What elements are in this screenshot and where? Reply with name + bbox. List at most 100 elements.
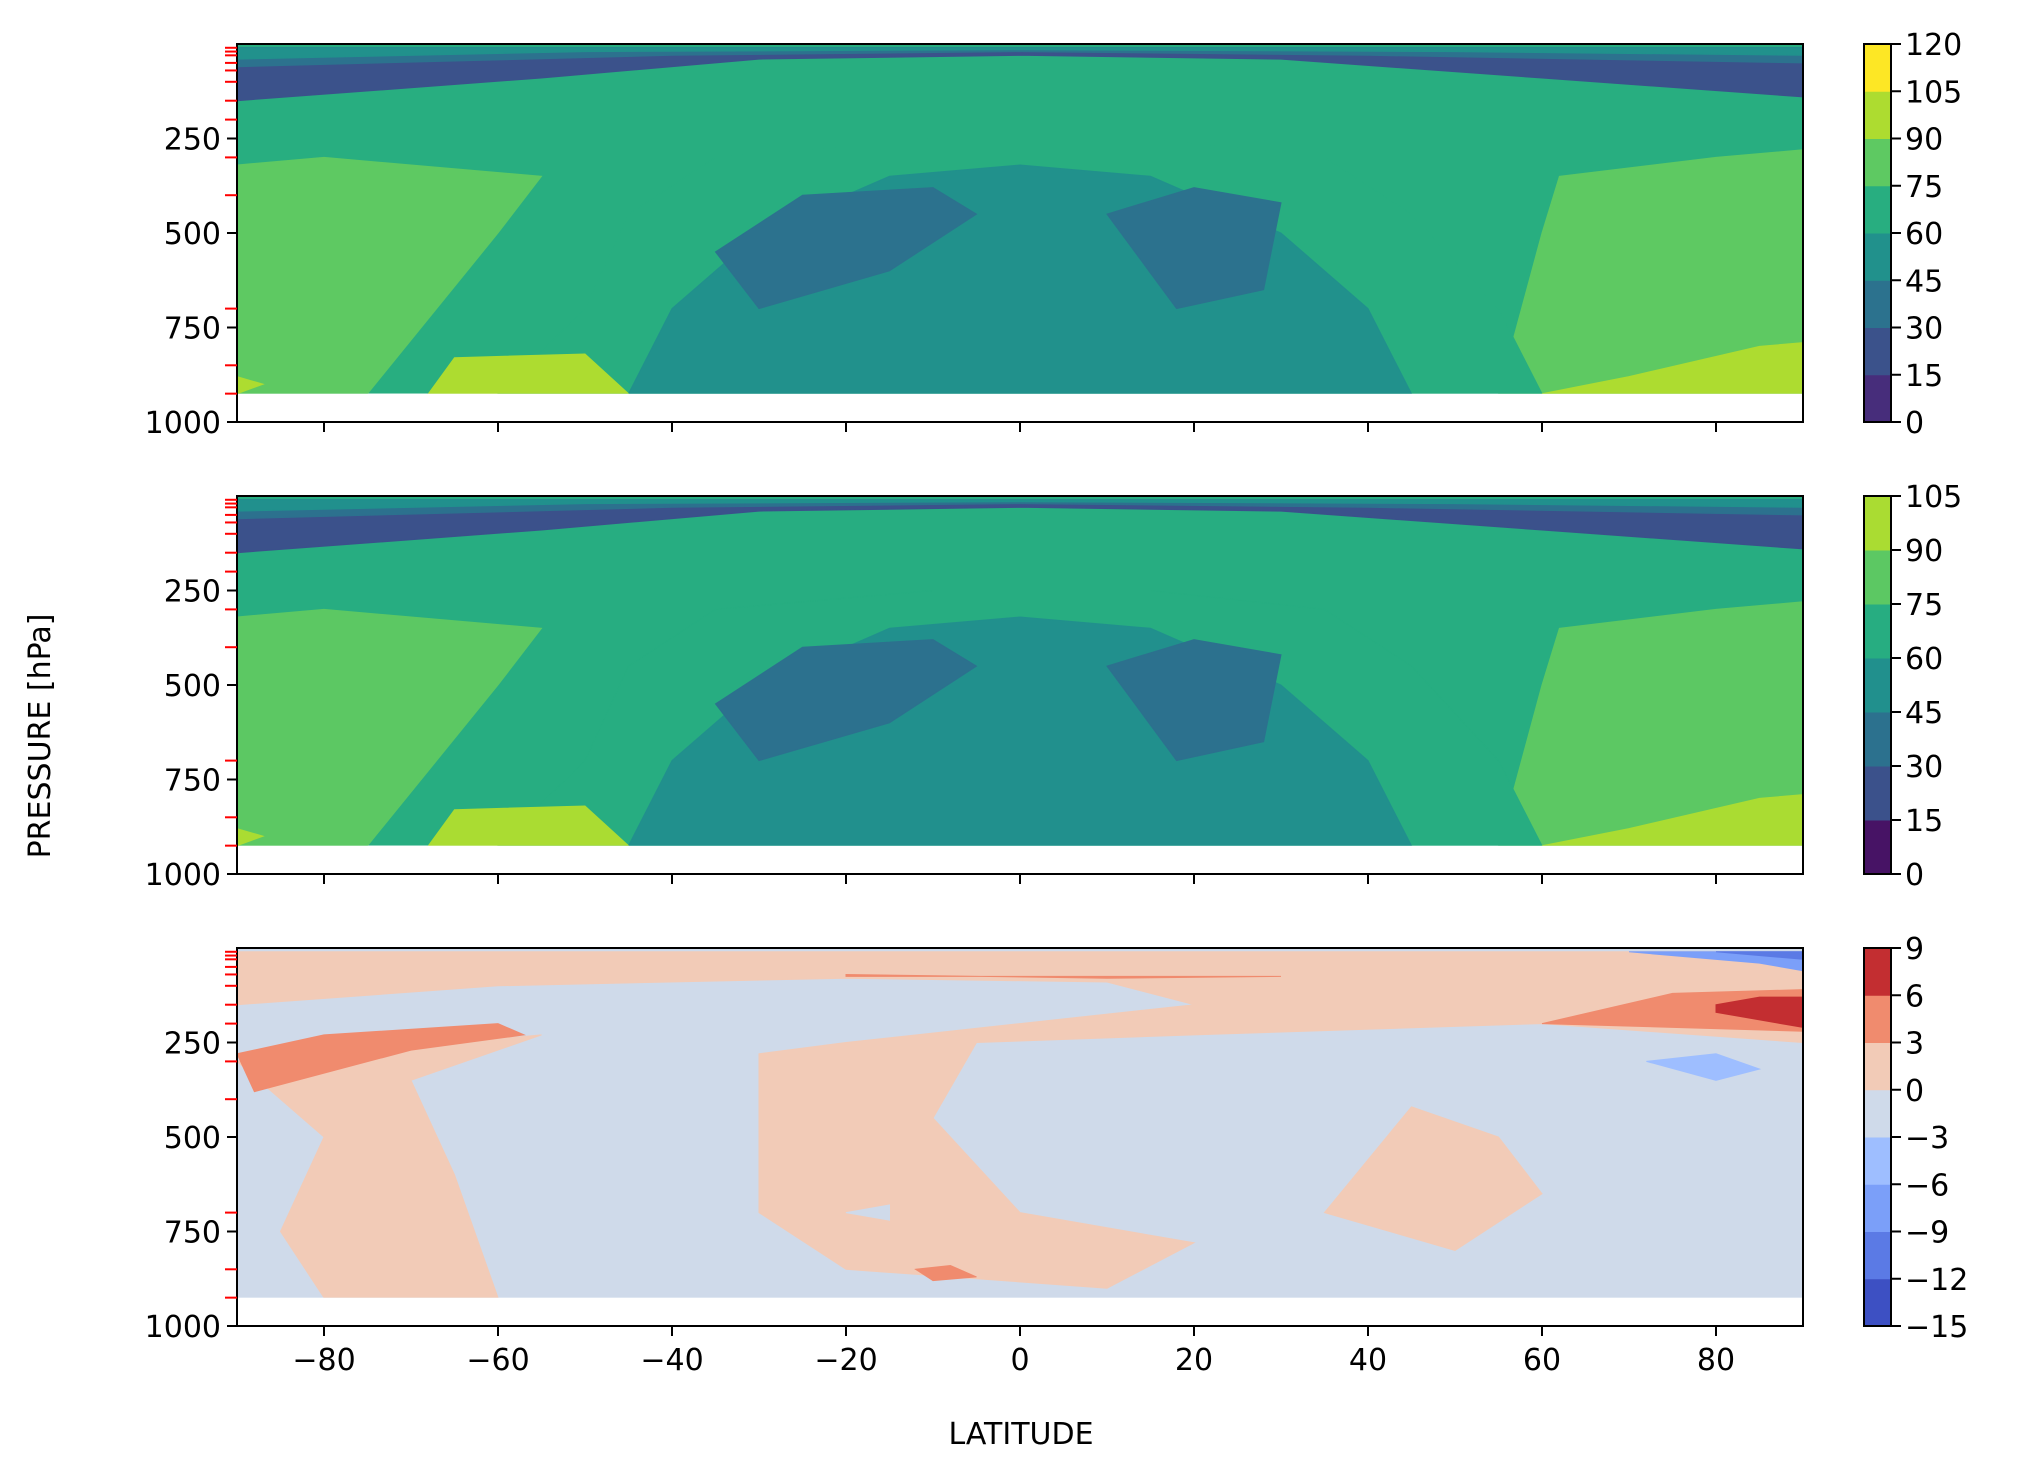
- colorbar-segment-3: [1864, 712, 1891, 767]
- contour-region-12: [237, 828, 265, 846]
- y-tick-label-4: 1000: [145, 406, 221, 441]
- y-tick-label-4: 1000: [145, 1310, 221, 1345]
- colorbar-segment-4: [1864, 658, 1891, 713]
- contour-region-10: [427, 353, 630, 394]
- colorbar-tick-label-2: −12: [1905, 1263, 1968, 1298]
- panel-1: 250 500 750 1000 0 15 30 45 60 75 90 105 120: [145, 28, 1963, 441]
- y-tick-label-1: 250: [164, 123, 221, 158]
- contour-region-5: [1497, 149, 1803, 394]
- colorbar-segment-2: [1864, 1231, 1891, 1280]
- y-tick-label-1: 250: [164, 1027, 221, 1062]
- contour-region-10: [427, 805, 630, 846]
- y-tick-label-3: 750: [164, 312, 221, 347]
- colorbar-segment-1: [1864, 1278, 1891, 1327]
- colorbar-tick-label-5: 60: [1905, 642, 1943, 677]
- colorbar-tick-label-1: 0: [1905, 406, 1924, 441]
- x-tick-label-5: 0: [1010, 1343, 1029, 1378]
- contour-field: [237, 44, 1803, 394]
- colorbar: 0 15 30 45 60 75 90 105 120: [1863, 28, 1962, 441]
- colorbar-segment-7: [1864, 995, 1891, 1043]
- contour-region-6: [845, 973, 1282, 979]
- y-tick-label-1: 250: [164, 575, 221, 610]
- x-tick-label-9: 80: [1697, 1343, 1735, 1378]
- colorbar-segment-2: [1864, 766, 1891, 821]
- contour-region-13: [845, 1204, 890, 1221]
- y-tick-label-4: 1000: [145, 858, 221, 893]
- colorbar-tick-label-8: 6: [1905, 979, 1924, 1014]
- contour-region-4: [1323, 1106, 1543, 1251]
- colorbar-tick-label-8: 105: [1905, 480, 1962, 515]
- colorbar-tick-label-5: −3: [1905, 1121, 1949, 1156]
- contour-region-9: [1106, 187, 1282, 310]
- colorbar-tick-label-2: 15: [1905, 359, 1943, 394]
- colorbar-segment-8: [1864, 44, 1891, 92]
- x-tick-label-7: 40: [1349, 1343, 1387, 1378]
- y-tick-label-2: 500: [164, 669, 221, 704]
- colorbar-segment-5: [1864, 185, 1891, 234]
- colorbar-tick-label-6: 75: [1905, 588, 1943, 623]
- x-tick-label-1: −80: [292, 1343, 355, 1378]
- colorbar-tick-label-4: 45: [1905, 696, 1943, 731]
- colorbar-segment-6: [1864, 550, 1891, 605]
- colorbar-segment-7: [1864, 496, 1891, 551]
- colorbar-segment-6: [1864, 138, 1891, 187]
- y-tick-label-2: 500: [164, 1121, 221, 1156]
- colorbar-segment-7: [1864, 91, 1891, 139]
- colorbar-segment-5: [1864, 604, 1891, 659]
- x-tick-label-2: −60: [466, 1343, 529, 1378]
- contour-region-12: [914, 1264, 977, 1282]
- contour-field: [237, 496, 1803, 846]
- x-tick-label-8: 60: [1523, 1343, 1561, 1378]
- colorbar-segment-8: [1864, 948, 1891, 996]
- contour-region-3: [237, 499, 1803, 512]
- contour-region-12: [237, 376, 265, 394]
- colorbar-tick-label-1: −15: [1905, 1310, 1968, 1345]
- panel-2: 250 500 750 1000 0 15 30 45 60 75 90 105: [145, 480, 1963, 893]
- colorbar-frame: [1863, 495, 1892, 875]
- colorbar: 0 15 30 45 60 75 90 105: [1863, 480, 1962, 893]
- colorbar-tick-label-3: 30: [1905, 312, 1943, 347]
- colorbar-segment-4: [1864, 233, 1891, 281]
- colorbar-segment-1: [1864, 820, 1891, 875]
- contour-region-11: [1715, 951, 1803, 960]
- contour-region-11: [1541, 342, 1803, 394]
- colorbar-tick-label-7: 90: [1905, 123, 1943, 158]
- contour-region-8: [714, 187, 978, 310]
- colorbar-tick-label-3: −9: [1905, 1216, 1949, 1251]
- contour-region-9: [1646, 1053, 1762, 1081]
- contour-region-3: [237, 47, 1803, 60]
- colorbar-tick-label-4: −6: [1905, 1168, 1949, 1203]
- colorbar-tick-label-6: 0: [1905, 1074, 1924, 1109]
- contour-region-7: [1541, 989, 1803, 1032]
- colorbar: −15 −12 −9 −6 −3 0 3 6 9: [1863, 932, 1968, 1345]
- contour-region-9: [1106, 639, 1282, 762]
- colorbar-tick-label-6: 75: [1905, 170, 1943, 205]
- contour-region-2: [237, 951, 1803, 1289]
- contour-region-4: [237, 608, 543, 846]
- colorbar-segment-4: [1864, 1137, 1891, 1185]
- contour-region-3: [237, 1034, 542, 1298]
- contour-region-8: [1715, 996, 1803, 1028]
- y-tick-label-2: 500: [164, 217, 221, 252]
- colorbar-segment-2: [1864, 327, 1891, 376]
- contour-region-5: [1497, 601, 1803, 846]
- contour-region-4: [237, 156, 543, 394]
- colorbar-segment-6: [1864, 1042, 1891, 1091]
- colorbar-segment-5: [1864, 1089, 1891, 1138]
- colorbar-tick-label-3: 30: [1905, 750, 1943, 785]
- contour-region-8: [714, 639, 978, 762]
- y-tick-label-3: 750: [164, 1216, 221, 1251]
- y-tick-label-3: 750: [164, 764, 221, 799]
- colorbar-tick-label-9: 9: [1905, 932, 1924, 967]
- colorbar-tick-label-7: 3: [1905, 1027, 1924, 1062]
- colorbar-tick-label-5: 60: [1905, 217, 1943, 252]
- colorbar-tick-label-2: 15: [1905, 804, 1943, 839]
- y-axis-label: PRESSURE [hPa]: [23, 614, 58, 859]
- colorbar-tick-label-7: 90: [1905, 534, 1943, 569]
- x-tick-label-4: −20: [814, 1343, 877, 1378]
- colorbar-segment-3: [1864, 280, 1891, 328]
- colorbar-tick-label-8: 105: [1905, 75, 1962, 110]
- x-tick-label-3: −40: [640, 1343, 703, 1378]
